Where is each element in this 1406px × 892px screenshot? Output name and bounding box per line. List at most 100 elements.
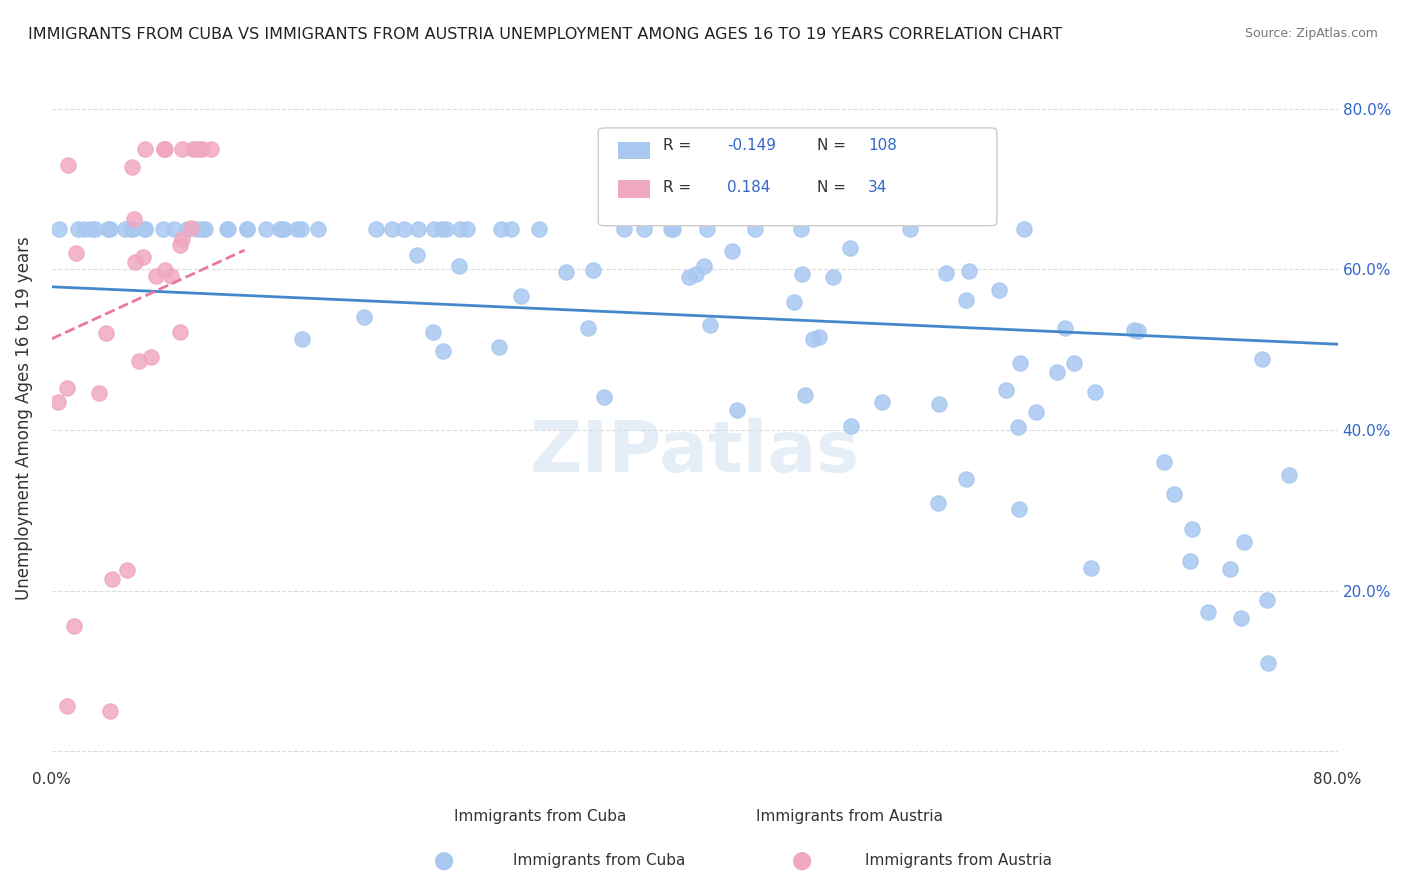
Point xyxy=(489,222,512,236)
Point xyxy=(63,619,86,633)
Point xyxy=(56,380,79,394)
Point xyxy=(134,142,156,156)
Point xyxy=(215,222,238,236)
Point xyxy=(187,142,209,156)
Point xyxy=(180,220,202,235)
Point xyxy=(56,158,79,172)
Point xyxy=(366,222,388,236)
Point xyxy=(236,222,259,236)
Point xyxy=(169,238,191,252)
Point xyxy=(72,222,94,236)
Point xyxy=(121,160,143,174)
Point xyxy=(134,222,156,236)
Point xyxy=(898,222,921,236)
Point xyxy=(181,142,204,156)
Point xyxy=(499,222,522,236)
Point xyxy=(80,222,103,236)
Point xyxy=(98,704,121,718)
Point xyxy=(152,222,174,236)
Point xyxy=(576,320,599,334)
Point xyxy=(122,222,145,236)
Point xyxy=(307,222,329,236)
Point xyxy=(725,402,748,417)
Point xyxy=(254,222,277,236)
Point xyxy=(1063,356,1085,370)
Point xyxy=(1122,323,1144,337)
Point xyxy=(807,330,830,344)
Point xyxy=(406,222,429,236)
Text: Source: ZipAtlas.com: Source: ZipAtlas.com xyxy=(1244,27,1378,40)
Point xyxy=(1012,222,1035,236)
Text: R =: R = xyxy=(662,138,696,153)
Point xyxy=(1233,535,1256,549)
Text: 34: 34 xyxy=(869,180,887,194)
Point xyxy=(1080,560,1102,574)
Point xyxy=(1153,455,1175,469)
Point xyxy=(87,385,110,400)
Text: ⬤: ⬤ xyxy=(433,852,453,870)
Point xyxy=(273,222,295,236)
Point xyxy=(510,289,533,303)
Point xyxy=(1278,468,1301,483)
Point xyxy=(83,222,105,236)
Bar xyxy=(617,180,650,198)
Point xyxy=(928,396,950,410)
Point xyxy=(381,222,404,236)
FancyBboxPatch shape xyxy=(598,128,997,226)
Point xyxy=(66,222,89,236)
Text: 0.184: 0.184 xyxy=(727,180,770,194)
Point xyxy=(994,383,1017,397)
Point xyxy=(287,222,309,236)
Point xyxy=(432,344,454,359)
Text: Immigrants from Austria: Immigrants from Austria xyxy=(755,809,942,824)
Point xyxy=(430,222,453,236)
Point xyxy=(269,222,291,236)
Point xyxy=(56,699,79,714)
Point xyxy=(122,212,145,227)
Point xyxy=(98,222,121,236)
Point xyxy=(1046,365,1069,379)
Point xyxy=(1230,611,1253,625)
Text: ZIPatlas: ZIPatlas xyxy=(530,418,859,487)
Point xyxy=(823,269,845,284)
Point xyxy=(693,259,716,273)
Point xyxy=(270,222,292,236)
Point xyxy=(115,563,138,577)
Point xyxy=(1025,405,1047,419)
Point xyxy=(291,332,314,346)
Point xyxy=(1008,502,1031,516)
Point xyxy=(65,246,87,260)
Point xyxy=(456,222,478,236)
Text: -0.149: -0.149 xyxy=(727,138,776,153)
Point xyxy=(139,350,162,364)
Point xyxy=(290,222,312,236)
Point xyxy=(217,222,239,236)
Point xyxy=(190,222,212,236)
Point xyxy=(434,222,457,236)
Point xyxy=(790,222,813,236)
Text: Immigrants from Cuba: Immigrants from Cuba xyxy=(513,854,686,868)
Point xyxy=(94,326,117,340)
Point xyxy=(46,394,69,409)
Point xyxy=(959,264,981,278)
Point xyxy=(661,222,683,236)
Point xyxy=(422,325,444,339)
Bar xyxy=(617,142,650,160)
Point xyxy=(592,390,614,404)
Point xyxy=(1257,656,1279,670)
Point xyxy=(783,295,806,310)
Point xyxy=(839,418,862,433)
Point xyxy=(699,318,721,332)
Point xyxy=(97,222,120,236)
Point xyxy=(988,283,1011,297)
Point xyxy=(488,340,510,354)
Point xyxy=(392,222,415,236)
Point xyxy=(236,222,259,236)
Point xyxy=(422,222,444,236)
Text: N =: N = xyxy=(817,138,851,153)
Point xyxy=(169,325,191,339)
Point xyxy=(1007,420,1029,434)
Y-axis label: Unemployment Among Ages 16 to 19 years: Unemployment Among Ages 16 to 19 years xyxy=(15,236,32,599)
Point xyxy=(353,310,375,324)
Point xyxy=(1008,356,1031,370)
